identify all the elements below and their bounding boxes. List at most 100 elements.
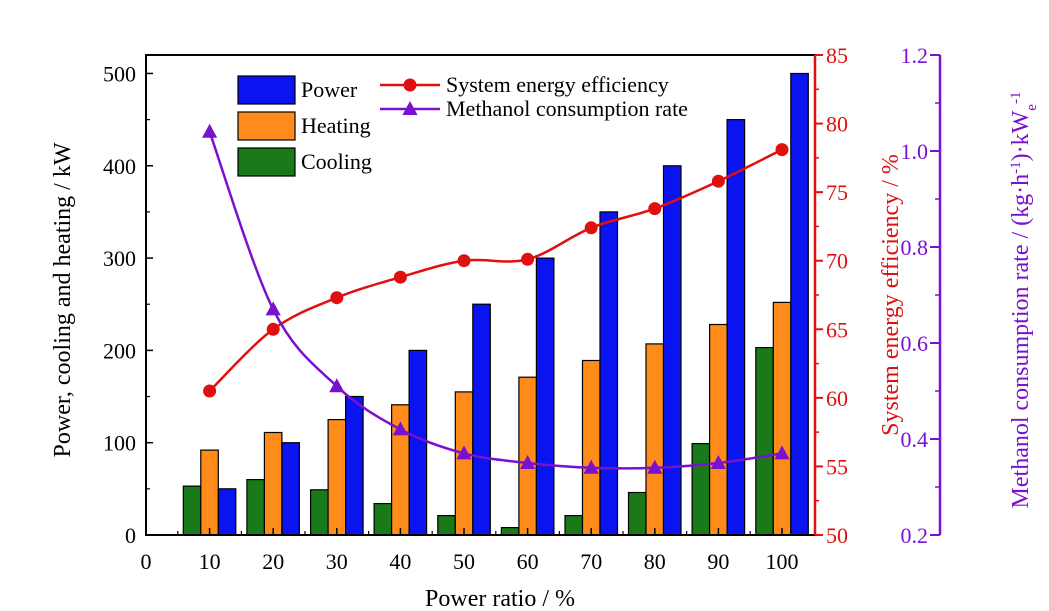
axes: 0 10 20 30 40 50 60 70 80 90 100 Power ratio / % 0 10… <box>50 43 1040 611</box>
legend-marker-triangle <box>402 101 418 115</box>
x-axis-title: Power ratio / % <box>425 586 575 611</box>
marker-methanol-70 <box>583 459 599 474</box>
title-main: Methanol consumption rate / (kg·h <box>1008 174 1034 509</box>
bar-power-20 <box>281 442 300 536</box>
bar-heating-80 <box>645 343 665 536</box>
r1-tick-label-85: 85 <box>826 43 848 68</box>
bar-heating-20 <box>263 431 283 536</box>
y-tick-label-200: 200 <box>103 338 136 363</box>
r1-tick-label-55: 55 <box>826 454 848 479</box>
x-tick-label-50: 50 <box>453 549 475 574</box>
x-tick-label-0: 0 <box>141 549 152 574</box>
x-tick-label-90: 90 <box>707 549 729 574</box>
bar-cooling-90 <box>691 443 711 536</box>
marker-system-40 <box>393 270 407 284</box>
bar-heating-10 <box>200 449 219 536</box>
bar-power-10 <box>217 488 237 536</box>
bar-cooling-80 <box>627 491 647 536</box>
title-mid: )·kW <box>1008 110 1034 161</box>
r1-tick-label-70: 70 <box>826 249 848 274</box>
bar-heating-50 <box>454 391 474 536</box>
r2-tick-label-0.6: 0.6 <box>901 331 929 356</box>
y-tick-label-400: 400 <box>103 154 136 179</box>
marker-methanol-50 <box>456 445 472 460</box>
bar-heating-90 <box>708 323 728 536</box>
right-axis-methanol-title: Methanol consumption rate / (kg·h-1)·kWe… <box>1008 92 1040 509</box>
bar-cooling-30 <box>310 489 329 536</box>
r1-tick-label-75: 75 <box>826 180 848 205</box>
marker-system-60 <box>521 252 535 266</box>
bar-power-80 <box>662 165 682 536</box>
bar-power-60 <box>535 257 555 536</box>
x-tick-label-40: 40 <box>389 549 411 574</box>
legend-marker-circle <box>403 78 417 92</box>
marker-methanol-40 <box>392 421 408 436</box>
bar-cooling-50 <box>437 514 456 536</box>
title-sup2: -1 <box>1008 92 1024 105</box>
r2-tick-label-0.8: 0.8 <box>901 235 929 260</box>
marker-methanol-100 <box>774 445 790 460</box>
marker-methanol-30 <box>329 378 345 393</box>
x-tick-label-30: 30 <box>326 549 348 574</box>
bar-power-100 <box>790 72 809 536</box>
r1-tick-label-50: 50 <box>826 523 848 548</box>
x-tick-label-100: 100 <box>766 549 799 574</box>
title-sup: -1 <box>1008 161 1024 174</box>
x-tick-label-60: 60 <box>517 549 539 574</box>
bar-group <box>182 72 809 536</box>
bar-cooling-10 <box>182 485 202 536</box>
x-tick-label-80: 80 <box>644 549 666 574</box>
y-tick-label-100: 100 <box>103 431 136 456</box>
x-tick-label-10: 10 <box>199 549 221 574</box>
y-tick-label-300: 300 <box>103 246 136 271</box>
r2-tick-label-1.0: 1.0 <box>901 139 929 164</box>
marker-methanol-90 <box>710 455 726 469</box>
y-tick-label-0: 0 <box>125 523 136 548</box>
r2-tick-label-0.2: 0.2 <box>901 523 929 548</box>
bar-cooling-100 <box>755 347 774 536</box>
marker-system-20 <box>266 322 280 336</box>
line-system-energy-efficiency <box>208 148 783 392</box>
legend-swatch-heating <box>237 111 296 141</box>
bar-cooling-20 <box>246 479 265 536</box>
r1-tick-label-80: 80 <box>826 112 848 137</box>
bar-power-30 <box>345 395 364 536</box>
y-tick-label-500: 500 <box>103 61 136 86</box>
line-group <box>202 123 790 474</box>
bar-heating-70 <box>581 359 601 536</box>
marker-system-30 <box>330 291 344 305</box>
bar-cooling-60 <box>500 526 520 536</box>
marker-system-100 <box>775 143 789 157</box>
x-tick-label-20: 20 <box>262 549 284 574</box>
marker-methanol-20 <box>265 301 281 316</box>
legend-label-heating: Heating <box>301 113 371 138</box>
title-sub: e <box>1024 104 1040 111</box>
r1-tick-label-65: 65 <box>826 317 848 342</box>
bar-power-50 <box>472 303 491 536</box>
bar-power-70 <box>599 211 619 536</box>
marker-methanol-10 <box>202 123 218 138</box>
bar-power-90 <box>726 118 746 536</box>
marker-system-90 <box>711 174 725 188</box>
marker-system-80 <box>648 202 662 216</box>
legend-label-power: Power <box>301 77 358 102</box>
legend-swatch-cooling <box>237 147 296 177</box>
r2-tick-label-0.4: 0.4 <box>901 427 929 452</box>
bar-cooling-70 <box>564 514 584 536</box>
line-methanol-consumption-rate <box>208 131 783 470</box>
bar-power-40 <box>408 349 428 536</box>
marker-system-10 <box>203 384 217 398</box>
marker-methanol-60 <box>520 455 536 469</box>
bar-heating-100 <box>772 301 792 536</box>
marker-system-70 <box>584 221 598 235</box>
legend-swatch-power <box>237 75 296 105</box>
legend-label-cooling: Cooling <box>301 149 372 174</box>
legend: Power Heating Cooling System energy efficie… <box>237 72 688 177</box>
x-tick-label-70: 70 <box>580 549 602 574</box>
marker-methanol-80 <box>647 459 663 474</box>
bar-heating-30 <box>327 419 347 536</box>
r2-tick-label-1.2: 1.2 <box>901 43 929 68</box>
bar-cooling-40 <box>373 503 393 536</box>
right-axis-efficiency-title: System energy efficiency / % <box>878 154 904 436</box>
marker-system-50 <box>457 254 471 268</box>
